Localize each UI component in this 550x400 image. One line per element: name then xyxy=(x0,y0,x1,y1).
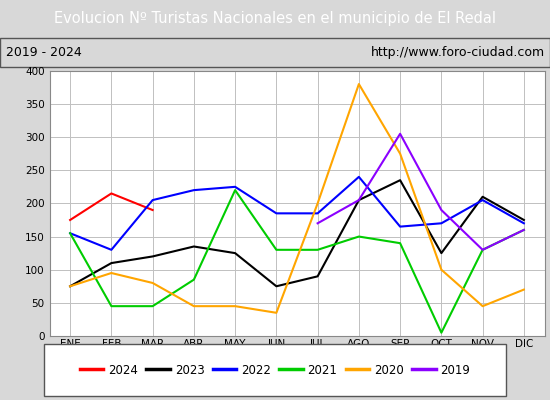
Text: http://www.foro-ciudad.com: http://www.foro-ciudad.com xyxy=(370,46,544,59)
Text: 2019 - 2024: 2019 - 2024 xyxy=(6,46,81,59)
Text: Evolucion Nº Turistas Nacionales en el municipio de El Redal: Evolucion Nº Turistas Nacionales en el m… xyxy=(54,12,496,26)
Legend: 2024, 2023, 2022, 2021, 2020, 2019: 2024, 2023, 2022, 2021, 2020, 2019 xyxy=(75,359,475,381)
